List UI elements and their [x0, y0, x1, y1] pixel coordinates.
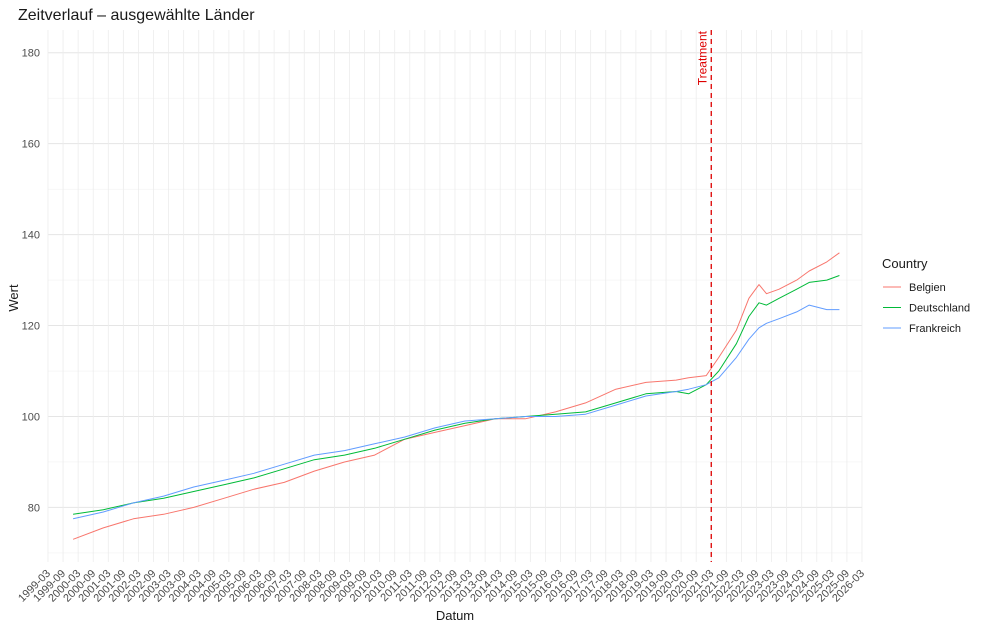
treatment-label: Treatment	[695, 30, 709, 85]
y-tick-label: 140	[22, 230, 40, 242]
x-axis-title: Datum	[436, 608, 474, 623]
series-line-belgien	[72, 252, 840, 540]
y-tick-label: 100	[22, 411, 40, 423]
legend-label-belgien: Belgien	[909, 282, 946, 294]
series-layer	[72, 252, 840, 540]
y-tick-label: 180	[22, 48, 40, 60]
legend-title: Country	[882, 256, 928, 271]
chart-title: Zeitverlauf – ausgewählte Länder	[18, 7, 255, 24]
annotation-layer: Treatment	[695, 30, 712, 562]
legend-label-deutschland: Deutschland	[909, 303, 970, 315]
y-tick-label: 120	[22, 321, 40, 333]
series-line-frankreich	[72, 304, 840, 520]
legend-label-frankreich: Frankreich	[909, 323, 961, 335]
x-axis: 1999-031999-092000-032000-092001-032001-…	[16, 568, 867, 605]
y-tick-label: 160	[22, 139, 40, 151]
legend: Country Belgien Deutschland Frankreich	[882, 256, 970, 335]
grid	[47, 30, 863, 562]
y-axis-title: Wert	[6, 284, 21, 312]
y-axis: 80 100 120 140 160 180	[22, 48, 40, 515]
series-line-deutschland	[73, 275, 840, 515]
y-tick-label: 80	[28, 502, 40, 514]
